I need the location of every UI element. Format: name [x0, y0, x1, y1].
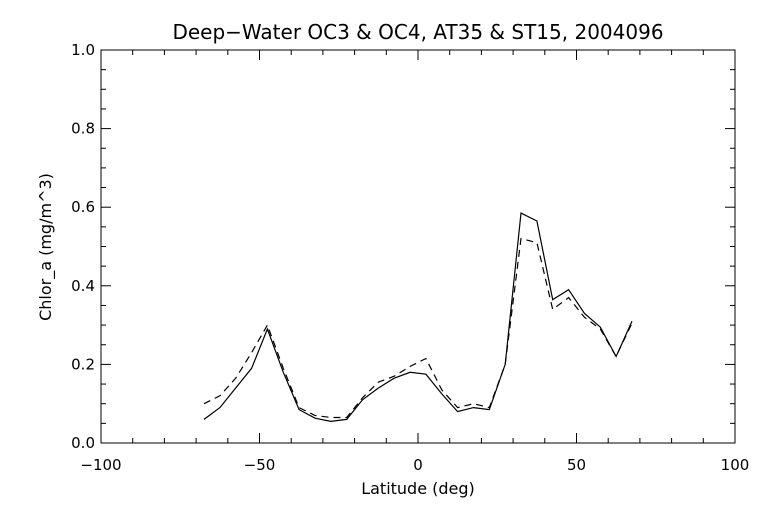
y-tick-label: 0.2	[71, 355, 95, 373]
chart-title: Deep−Water OC3 & OC4, AT35 & ST15, 20040…	[172, 20, 663, 44]
y-tick-label: 1.0	[71, 41, 95, 59]
x-tick-label: 50	[567, 456, 586, 474]
x-tick-label: 100	[721, 456, 750, 474]
plot-area: −100 −50 0 50 100 0.0 0.2 0.4 0.6 0.8 1.0	[71, 41, 749, 474]
x-axis-label: Latitude (deg)	[361, 479, 475, 498]
plot-frame	[100, 49, 736, 444]
series-line-solid	[203, 212, 633, 423]
y-tick-label: 0.8	[71, 120, 95, 138]
y-axis-label: Chlor_a (mg/m^3)	[36, 173, 56, 321]
x-tick-label: −50	[244, 456, 276, 474]
series-line-dashed	[203, 237, 633, 419]
y-tick-label: 0.4	[71, 277, 95, 295]
x-tick-label: −100	[80, 456, 121, 474]
x-tick-label: 0	[413, 456, 423, 474]
y-tick-label: 0.0	[71, 434, 95, 452]
y-tick-label: 0.6	[71, 198, 95, 216]
